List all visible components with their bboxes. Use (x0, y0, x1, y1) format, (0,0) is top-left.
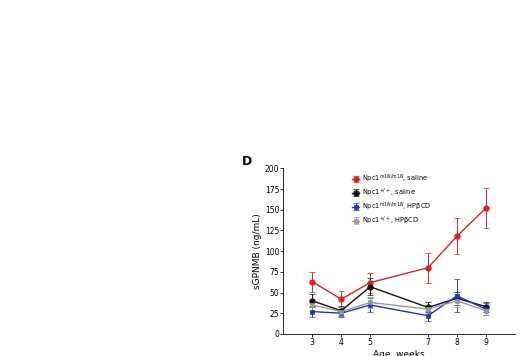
Legend: Npc1$^{m1N/m1N}$, saline, Npc1$^{+/+}$, saline, Npc1$^{m1N/m1N}$, HPβCD, Npc1$^{: Npc1$^{m1N/m1N}$, saline, Npc1$^{+/+}$, … (352, 172, 432, 227)
Y-axis label: sGPNMB (ng/mL): sGPNMB (ng/mL) (253, 213, 262, 289)
X-axis label: Age, weeks: Age, weeks (373, 350, 425, 356)
Text: D: D (242, 155, 252, 168)
